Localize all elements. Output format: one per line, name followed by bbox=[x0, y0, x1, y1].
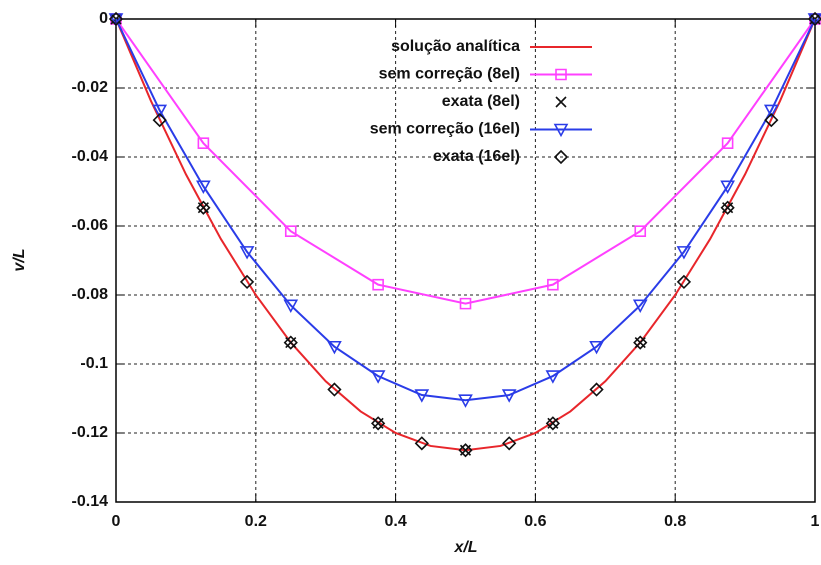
legend-label: sem correção (16el) bbox=[370, 121, 520, 138]
marker bbox=[239, 246, 255, 260]
marker bbox=[545, 370, 561, 384]
legend-marker bbox=[555, 96, 567, 108]
marker bbox=[108, 11, 124, 27]
x-tick-label: 0 bbox=[112, 513, 121, 530]
x-tick-label: 0.2 bbox=[245, 513, 267, 530]
marker bbox=[676, 274, 692, 290]
y-tick-label: -0.14 bbox=[72, 493, 109, 510]
x-axis-label: x/L bbox=[453, 539, 477, 556]
marker bbox=[764, 112, 779, 128]
marker bbox=[501, 389, 517, 403]
marker bbox=[239, 274, 255, 290]
plot-frame bbox=[115, 18, 816, 503]
marker bbox=[502, 436, 517, 451]
marker bbox=[372, 278, 384, 291]
legend-marker bbox=[555, 68, 567, 81]
marker bbox=[370, 416, 386, 431]
series-line bbox=[115, 18, 816, 402]
y-axis-label: v/L bbox=[11, 248, 28, 271]
legend-label: sem correção (8el) bbox=[379, 66, 520, 83]
y-tick-label: -0.06 bbox=[72, 217, 109, 234]
marker bbox=[327, 340, 342, 355]
x-tick-label: 0.6 bbox=[524, 513, 546, 530]
marker bbox=[458, 394, 473, 408]
marker bbox=[196, 180, 211, 194]
x-tick-label: 0.8 bbox=[664, 513, 686, 530]
marker bbox=[283, 299, 299, 314]
series-line bbox=[115, 18, 816, 305]
series-line bbox=[115, 18, 816, 452]
marker bbox=[589, 382, 604, 397]
y-tick-label: -0.08 bbox=[72, 286, 109, 303]
marker bbox=[676, 246, 692, 260]
marker bbox=[589, 340, 604, 355]
marker bbox=[547, 278, 559, 291]
marker bbox=[196, 200, 211, 215]
marker bbox=[720, 180, 735, 194]
y-tick-label: -0.12 bbox=[72, 424, 109, 441]
marker bbox=[284, 225, 297, 237]
marker bbox=[283, 335, 298, 350]
legend-label: solução analítica bbox=[391, 38, 520, 55]
marker bbox=[414, 389, 430, 403]
marker bbox=[721, 137, 734, 149]
marker bbox=[634, 225, 647, 237]
marker bbox=[720, 200, 735, 215]
marker bbox=[197, 137, 210, 149]
y-tick-label: -0.1 bbox=[80, 355, 108, 372]
legend-label: exata (16el) bbox=[433, 148, 520, 165]
marker bbox=[152, 112, 167, 128]
marker bbox=[414, 436, 429, 451]
legend-label: exata (8el) bbox=[442, 93, 520, 110]
y-tick-label: -0.04 bbox=[72, 148, 109, 165]
marker bbox=[632, 299, 648, 314]
marker bbox=[458, 443, 473, 458]
y-tick-label: 0 bbox=[99, 10, 108, 27]
marker bbox=[807, 11, 821, 27]
legend-marker bbox=[553, 149, 569, 165]
marker bbox=[327, 382, 342, 397]
marker bbox=[763, 104, 779, 119]
x-tick-label: 0.4 bbox=[384, 513, 406, 530]
marker bbox=[370, 370, 386, 384]
legend-marker bbox=[553, 123, 569, 138]
marker bbox=[633, 335, 648, 350]
y-tick-label: -0.02 bbox=[72, 79, 109, 96]
marker bbox=[545, 416, 561, 431]
x-tick-label: 1 bbox=[811, 513, 820, 530]
marker bbox=[152, 104, 168, 119]
marker bbox=[459, 297, 472, 310]
